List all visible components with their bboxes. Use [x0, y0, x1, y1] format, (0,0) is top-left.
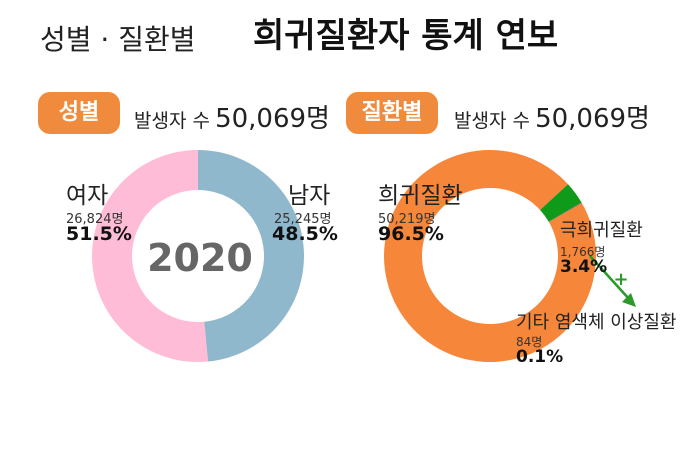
- gender-donut-center-year: 2020: [147, 236, 253, 280]
- rare-disease-label: 희귀질환: [378, 183, 463, 209]
- page-title: 희귀질환자 통계 연보: [253, 16, 559, 56]
- rare-disease-count: 50,219명: [378, 212, 436, 227]
- disease-total-value: 50,069명: [535, 104, 650, 134]
- disease-donut-slice-1: [540, 184, 582, 222]
- chromosome-count: 84명: [516, 335, 543, 349]
- gender-donut-slice-0: [198, 150, 305, 362]
- page-subtitle: 성별 · 질환별: [40, 23, 196, 56]
- gender-total: 발생자 수 50,069명: [134, 98, 330, 135]
- annotation-arrow-line: [589, 255, 631, 301]
- female-count: 26,824명: [66, 212, 124, 227]
- disease-donut-slice-2: [548, 202, 582, 222]
- rare-disease-percent: 96.5%: [378, 223, 444, 245]
- chromosome-label: 기타 염색체 이상질환: [516, 312, 677, 333]
- annotation-plus-icon: +: [613, 269, 628, 290]
- ultra-rare-count: 1,766명: [560, 245, 606, 259]
- disease-section-badge: 질환별: [346, 92, 438, 134]
- gender-donut-slice-1: [92, 150, 208, 362]
- female-label: 여자: [66, 183, 109, 209]
- ultra-rare-label: 극희귀질환: [560, 220, 643, 241]
- female-percent: 51.5%: [66, 223, 132, 245]
- disease-donut-slice-0: [384, 149, 596, 362]
- gender-section-badge: 성별: [38, 92, 120, 134]
- male-percent: 48.5%: [272, 223, 338, 245]
- disease-total-label: 발생자 수: [454, 110, 530, 132]
- disease-total: 발생자 수 50,069명: [454, 98, 650, 135]
- male-label: 남자: [288, 183, 331, 209]
- chromosome-percent: 0.1%: [516, 347, 564, 367]
- ultra-rare-percent: 3.4%: [560, 257, 608, 277]
- gender-total-value: 50,069명: [215, 104, 330, 134]
- annotation-arrow-head: [622, 293, 636, 307]
- male-count: 25,245명: [274, 212, 332, 227]
- gender-total-label: 발생자 수: [134, 110, 210, 132]
